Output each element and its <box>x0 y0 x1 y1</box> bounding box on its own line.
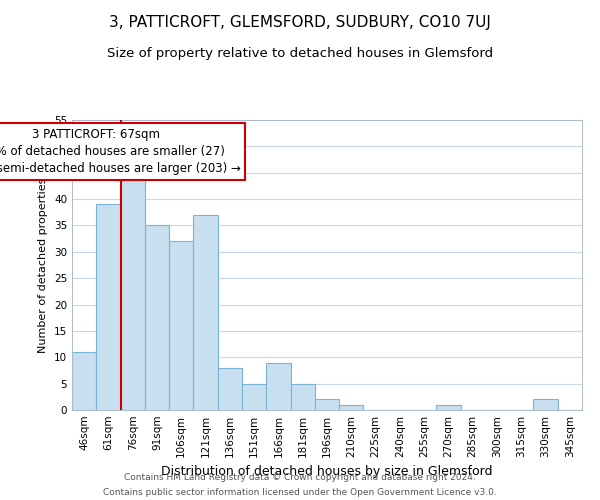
Bar <box>290 384 315 410</box>
Bar <box>169 242 193 410</box>
Text: Contains public sector information licensed under the Open Government Licence v3: Contains public sector information licen… <box>103 488 497 497</box>
Bar <box>315 400 339 410</box>
Text: Contains HM Land Registry data © Crown copyright and database right 2024.: Contains HM Land Registry data © Crown c… <box>124 473 476 482</box>
Text: 3 PATTICROFT: 67sqm
← 12% of detached houses are smaller (27)
87% of semi-detach: 3 PATTICROFT: 67sqm ← 12% of detached ho… <box>0 128 241 175</box>
X-axis label: Distribution of detached houses by size in Glemsford: Distribution of detached houses by size … <box>161 466 493 478</box>
Bar <box>72 352 96 410</box>
Text: 3, PATTICROFT, GLEMSFORD, SUDBURY, CO10 7UJ: 3, PATTICROFT, GLEMSFORD, SUDBURY, CO10 … <box>109 15 491 30</box>
Y-axis label: Number of detached properties: Number of detached properties <box>38 178 49 352</box>
Bar <box>218 368 242 410</box>
Bar <box>242 384 266 410</box>
Bar <box>533 400 558 410</box>
Text: Size of property relative to detached houses in Glemsford: Size of property relative to detached ho… <box>107 48 493 60</box>
Bar <box>339 404 364 410</box>
Bar <box>266 362 290 410</box>
Bar <box>145 226 169 410</box>
Bar <box>96 204 121 410</box>
Bar <box>193 215 218 410</box>
Bar <box>436 404 461 410</box>
Bar <box>121 168 145 410</box>
